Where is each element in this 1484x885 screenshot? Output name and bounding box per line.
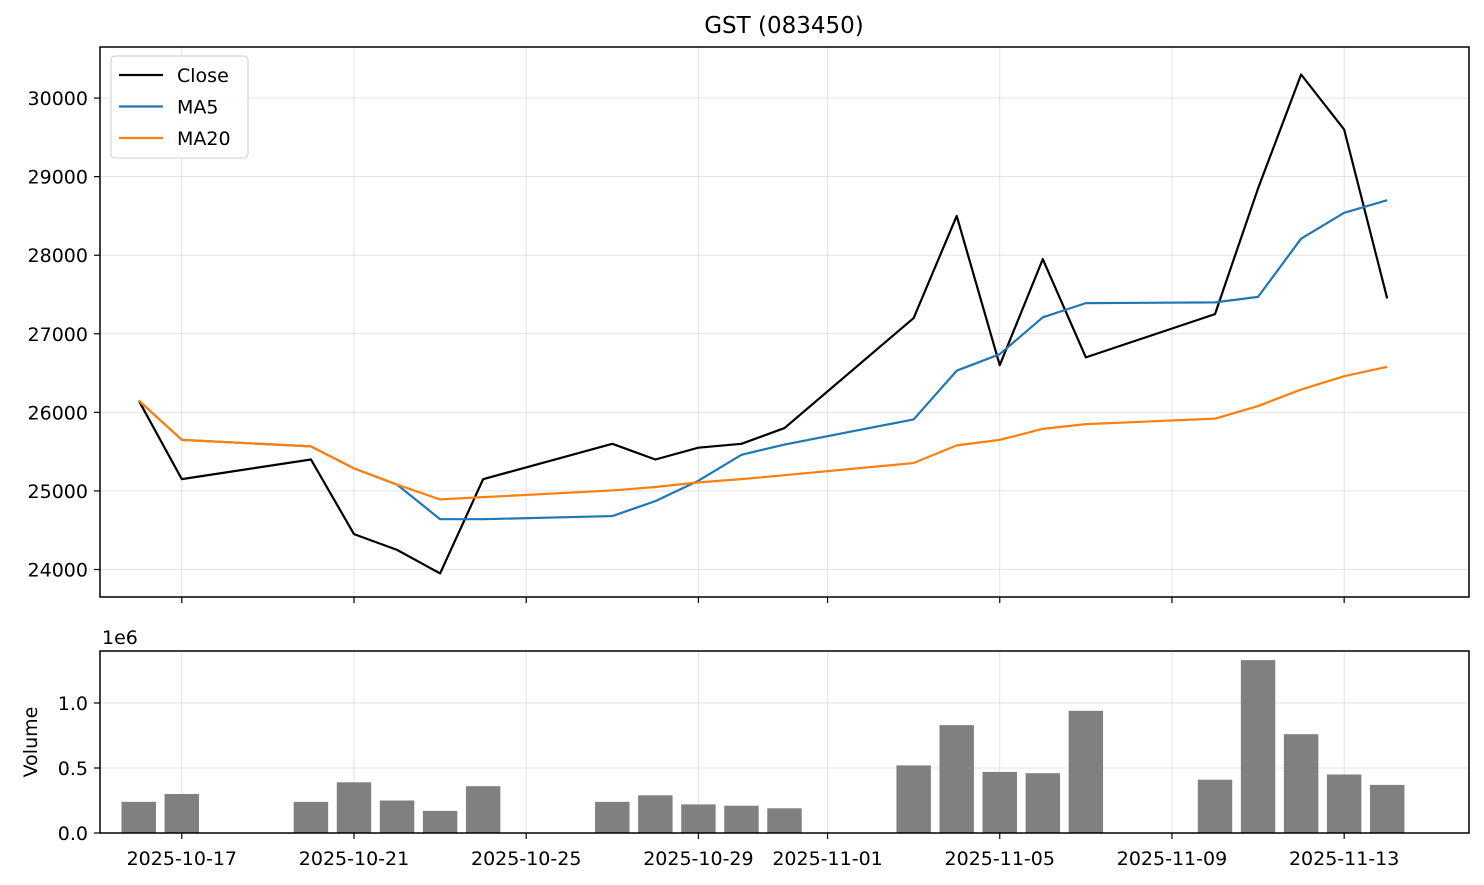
- x-tick-label: 2025-10-17: [127, 848, 237, 870]
- price-y-tick-label: 28000: [28, 245, 88, 267]
- legend-box: [110, 55, 249, 159]
- volume-y-axis: 0.0 0.5 1.0: [58, 693, 100, 845]
- price-y-tick-label: 27000: [28, 324, 88, 346]
- volume-y-tick-label: 0.5: [58, 758, 88, 780]
- series-line-ma5: [138, 199, 1388, 521]
- volume-axes-frame: [99, 650, 1470, 834]
- series-line-ma20: [138, 365, 1388, 501]
- volume-bar: [724, 805, 759, 833]
- volume-axis-label: Volume: [20, 707, 42, 778]
- volume-bar: [1240, 660, 1276, 833]
- volume-y-tick-label: 1.0: [58, 693, 88, 715]
- price-gridlines: [100, 47, 1469, 597]
- legend-label-ma5: MA5: [177, 97, 218, 119]
- price-y-tick-label: 24000: [28, 560, 88, 582]
- volume-bar: [1326, 774, 1362, 833]
- price-series: [137, 73, 1389, 575]
- price-panel: 24000 25000 26000 27000 28000 29000 30000 Clos…: [28, 46, 1470, 603]
- x-tick-label: 2025-11-13: [1289, 848, 1399, 870]
- price-x-axis-ticks: [181, 597, 1345, 603]
- chart-title: GST (083450): [704, 13, 864, 39]
- volume-bars: [121, 660, 1405, 833]
- price-y-tick-label: 26000: [28, 402, 88, 424]
- volume-bar: [379, 800, 415, 833]
- volume-offset-label: 1e6: [102, 627, 138, 649]
- x-tick-label: 2025-11-05: [945, 848, 1055, 870]
- price-y-tick-label: 25000: [28, 481, 88, 503]
- x-tick-label: 2025-11-09: [1117, 848, 1227, 870]
- legend-label-close: Close: [177, 65, 229, 87]
- x-tick-label: 2025-10-21: [299, 848, 409, 870]
- volume-bar: [939, 725, 974, 833]
- volume-bar: [896, 765, 931, 833]
- legend-label-ma20: MA20: [177, 128, 231, 150]
- price-y-tick-label: 29000: [28, 167, 88, 189]
- volume-bar: [336, 782, 372, 833]
- price-y-axis: 24000 25000 26000 27000 28000 29000 30000: [28, 88, 100, 582]
- volume-bar: [638, 795, 673, 833]
- volume-bar: [1283, 734, 1319, 833]
- volume-bar: [1197, 779, 1233, 833]
- volume-bar: [121, 801, 156, 833]
- volume-bar: [767, 808, 802, 833]
- x-tick-label: 2025-10-25: [471, 848, 581, 870]
- volume-bar: [465, 786, 501, 833]
- volume-bar: [164, 794, 200, 833]
- price-axes-frame: [99, 46, 1470, 598]
- volume-bar: [1068, 710, 1104, 833]
- volume-bar: [1369, 784, 1405, 833]
- volume-bar: [681, 804, 716, 833]
- volume-bar: [595, 801, 630, 833]
- volume-bar: [293, 801, 329, 833]
- volume-bar: [982, 771, 1017, 833]
- legend: Close MA5 MA20: [110, 55, 249, 159]
- x-tick-label: 2025-11-01: [772, 848, 882, 870]
- volume-bar: [1025, 773, 1061, 833]
- volume-bar: [422, 810, 458, 833]
- x-axis: 2025-10-17 2025-10-21 2025-10-25 2025-10-29…: [127, 833, 1399, 870]
- series-line-close: [137, 73, 1389, 575]
- volume-y-tick-label: 0.0: [58, 823, 88, 845]
- x-tick-label: 2025-10-29: [643, 848, 753, 870]
- volume-panel: 0.0 0.5 1.0 2025-10-17 2025-10-21 2025-10-25…: [20, 627, 1470, 870]
- price-y-tick-label: 30000: [28, 88, 88, 110]
